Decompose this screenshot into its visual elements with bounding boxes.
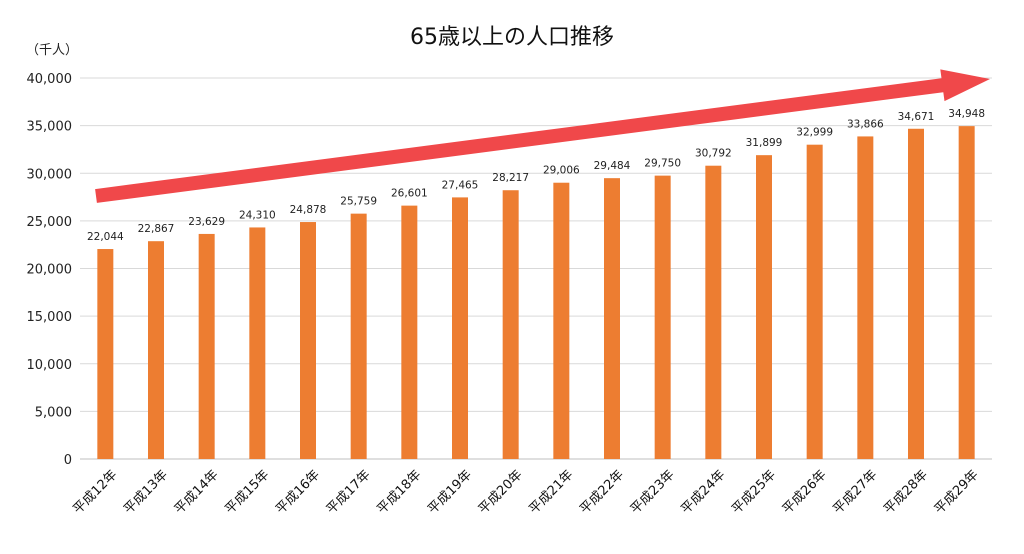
- x-tick-label: 平成23年: [628, 467, 678, 517]
- y-tick-label: 15,000: [27, 310, 73, 325]
- y-tick-label: 0: [64, 453, 72, 468]
- y-axis-ticks: 0 5,000 10,000 15,000 20,000 25,000 30,000 35,0…: [27, 72, 73, 468]
- data-labels: 22,044 22,867 23,629 24,310 24,878 25,759 26,6…: [87, 108, 985, 243]
- data-label: 31,899: [746, 137, 783, 149]
- x-tick-label: 平成29年: [932, 467, 982, 517]
- data-label: 24,310: [239, 209, 276, 221]
- data-label: 22,867: [138, 223, 175, 235]
- data-label: 25,759: [340, 196, 377, 208]
- data-label: 29,750: [644, 158, 681, 170]
- x-tick-label: 平成12年: [70, 467, 120, 517]
- data-label: 27,465: [442, 179, 479, 191]
- x-tick-label: 平成15年: [222, 467, 272, 517]
- bars: [97, 126, 975, 460]
- x-tick-label: 平成27年: [830, 467, 880, 517]
- bar: [857, 136, 874, 460]
- y-tick-label: 10,000: [27, 358, 73, 373]
- bar: [958, 126, 975, 459]
- x-tick-label: 平成20年: [476, 467, 526, 517]
- bar: [249, 227, 266, 459]
- bar: [908, 128, 924, 459]
- y-tick-label: 5,000: [35, 405, 72, 420]
- x-tick-label: 平成25年: [729, 467, 779, 517]
- data-label: 28,217: [492, 172, 529, 184]
- bar: [502, 190, 519, 459]
- x-axis-ticks: 平成12年 平成13年 平成14年 平成15年 平成16年 平成17年 平成18年 平成19年…: [70, 467, 981, 517]
- bar: [756, 155, 772, 459]
- data-label: 26,601: [391, 188, 428, 200]
- x-tick-label: 平成18年: [374, 467, 424, 517]
- trend-arrow-shape: [95, 69, 991, 203]
- y-tick-label: 25,000: [27, 215, 73, 230]
- bar: [806, 144, 823, 460]
- x-tick-label: 平成28年: [881, 467, 931, 517]
- y-tick-label: 30,000: [27, 167, 73, 182]
- x-tick-label: 平成26年: [780, 467, 830, 517]
- bar: [452, 197, 468, 459]
- bar: [654, 175, 671, 459]
- bar: [300, 222, 316, 459]
- x-tick-label: 平成14年: [172, 467, 222, 517]
- x-tick-label: 平成22年: [577, 467, 627, 517]
- x-tick-label: 平成19年: [425, 467, 475, 517]
- x-tick-label: 平成21年: [526, 467, 576, 517]
- x-tick-label: 平成24年: [678, 467, 728, 517]
- x-tick-label: 平成17年: [324, 467, 374, 517]
- data-label: 23,629: [188, 216, 225, 228]
- bar: [604, 178, 620, 459]
- data-label: 30,792: [695, 148, 732, 160]
- bar: [350, 213, 367, 459]
- data-label: 34,671: [898, 111, 935, 123]
- data-label: 22,044: [87, 231, 124, 243]
- data-label: 32,999: [796, 127, 833, 139]
- bar: [401, 205, 418, 459]
- bar: [148, 241, 164, 459]
- data-label: 29,006: [543, 165, 580, 177]
- data-label: 29,484: [594, 160, 631, 172]
- y-tick-label: 20,000: [27, 263, 73, 278]
- y-tick-label: 35,000: [27, 120, 73, 135]
- bar: [198, 233, 215, 459]
- x-tick-label: 平成16年: [273, 467, 323, 517]
- data-label: 34,948: [948, 108, 985, 120]
- bar: [705, 165, 722, 459]
- y-unit-label: （千人）: [26, 43, 78, 58]
- bar: [553, 182, 570, 460]
- x-tick-label: 平成13年: [121, 467, 171, 517]
- trend-arrow: [95, 69, 991, 203]
- data-label: 33,866: [847, 118, 884, 130]
- bar: [97, 249, 114, 459]
- y-tick-label: 40,000: [27, 72, 73, 87]
- chart-title: 65歳以上の人口推移: [410, 25, 614, 50]
- data-label: 24,878: [290, 204, 327, 216]
